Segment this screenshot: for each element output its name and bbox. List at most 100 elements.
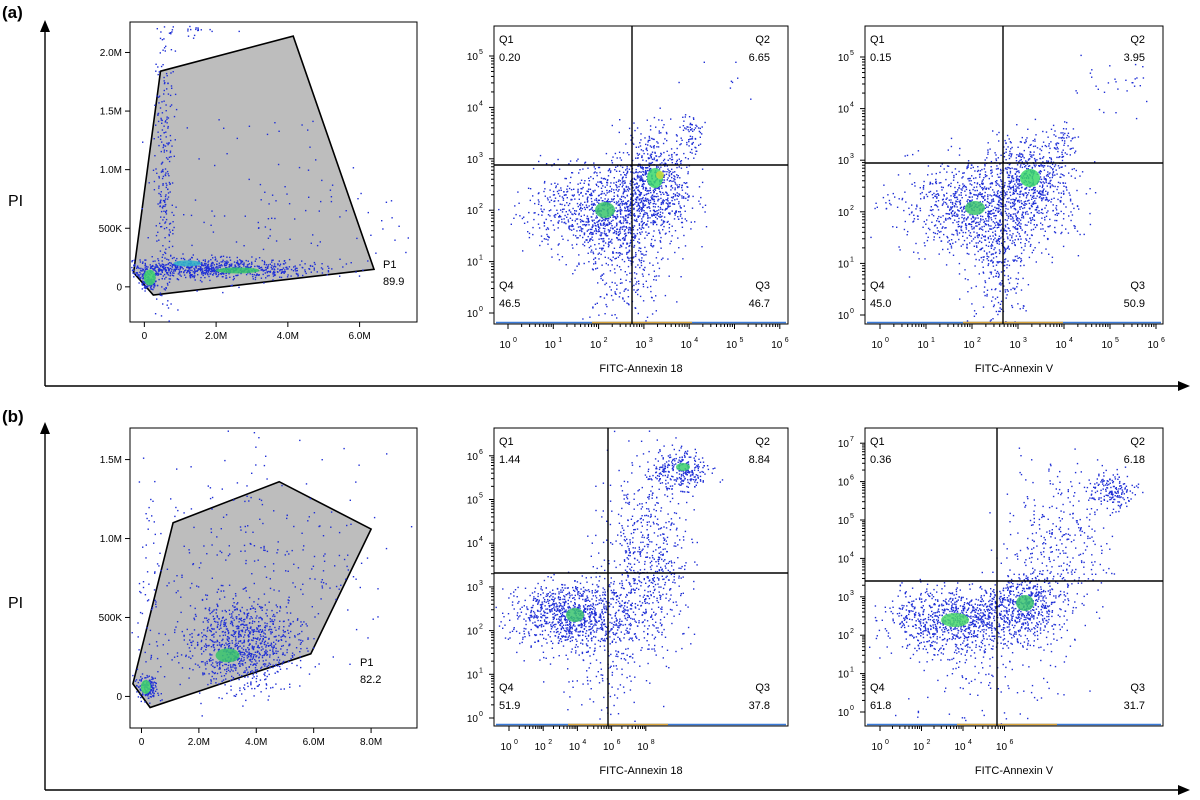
data-point — [295, 267, 297, 269]
data-point — [663, 225, 665, 228]
data-point — [1050, 157, 1052, 159]
data-point — [702, 206, 704, 209]
data-point — [1039, 157, 1041, 160]
data-point — [923, 185, 925, 187]
data-point — [1046, 193, 1049, 196]
data-point — [977, 236, 979, 239]
data-point — [566, 191, 568, 193]
data-point — [1025, 139, 1027, 141]
data-point — [171, 31, 173, 33]
data-point — [362, 269, 364, 271]
data-point — [984, 163, 986, 166]
data-point — [1034, 202, 1036, 205]
data-point — [644, 199, 646, 202]
data-point — [642, 180, 644, 182]
data-point — [1037, 206, 1039, 209]
data-point — [308, 268, 311, 270]
data-point — [212, 274, 214, 276]
data-point — [633, 289, 635, 291]
data-point — [642, 222, 644, 225]
data-point — [523, 222, 526, 224]
data-point — [701, 181, 704, 184]
data-point — [537, 199, 540, 201]
data-point — [1020, 153, 1022, 156]
data-point — [1053, 165, 1056, 168]
data-point — [627, 200, 630, 202]
data-point — [640, 247, 642, 250]
data-point — [558, 220, 560, 222]
data-point — [997, 226, 1000, 228]
data-point — [168, 181, 171, 184]
data-point — [991, 243, 993, 246]
data-point — [209, 270, 212, 273]
data-point — [1046, 197, 1048, 199]
data-point — [961, 229, 963, 232]
data-point — [162, 303, 164, 305]
data-point — [167, 82, 169, 85]
data-point — [206, 268, 208, 270]
data-point — [953, 174, 955, 177]
data-point — [214, 164, 216, 167]
data-point — [959, 203, 961, 206]
data-point — [286, 276, 289, 278]
data-point — [580, 227, 582, 229]
data-point — [166, 273, 168, 275]
data-point — [589, 316, 591, 318]
data-point — [959, 202, 962, 205]
data-point — [613, 247, 616, 249]
data-point — [961, 197, 963, 199]
data-point — [587, 190, 589, 193]
data-point — [577, 188, 579, 191]
data-point — [1036, 147, 1039, 149]
data-point — [165, 264, 168, 266]
data-point — [665, 232, 667, 234]
data-point — [621, 182, 623, 184]
data-point — [948, 199, 950, 201]
data-point — [635, 252, 637, 254]
data-point — [671, 210, 673, 212]
data-point — [645, 167, 647, 169]
data-point — [593, 172, 595, 174]
data-point — [154, 285, 156, 287]
data-point — [669, 202, 671, 205]
data-point — [608, 191, 610, 193]
data-point — [1019, 219, 1022, 221]
data-point — [190, 274, 192, 276]
data-point — [153, 285, 155, 287]
data-point — [165, 157, 168, 159]
data-point — [527, 187, 530, 189]
data-point — [153, 287, 155, 289]
data-point — [959, 201, 961, 203]
data-point — [613, 182, 615, 184]
data-point — [672, 196, 675, 198]
data-point — [991, 183, 993, 185]
data-point — [159, 205, 161, 208]
data-point — [669, 205, 671, 207]
data-point — [604, 186, 606, 188]
data-point — [954, 193, 956, 195]
data-point — [1000, 193, 1002, 196]
data-point — [592, 232, 594, 234]
data-point — [339, 216, 341, 218]
data-point — [307, 129, 309, 131]
data-point — [651, 161, 654, 164]
data-point — [1015, 216, 1017, 218]
data-point — [593, 162, 595, 164]
data-point — [1034, 118, 1037, 121]
data-point — [629, 281, 631, 283]
data-point — [648, 165, 651, 168]
data-point — [1013, 227, 1016, 229]
data-point — [571, 224, 573, 226]
data-point — [1017, 179, 1019, 181]
data-point — [558, 243, 560, 245]
data-point — [563, 218, 565, 220]
data-point — [1074, 177, 1076, 179]
data-point — [973, 245, 975, 247]
data-point — [630, 257, 632, 259]
data-point — [189, 272, 191, 274]
data-point — [1044, 199, 1047, 201]
data-point — [962, 185, 965, 187]
data-point — [1032, 201, 1035, 203]
data-point — [161, 260, 163, 262]
data-point — [977, 194, 979, 196]
